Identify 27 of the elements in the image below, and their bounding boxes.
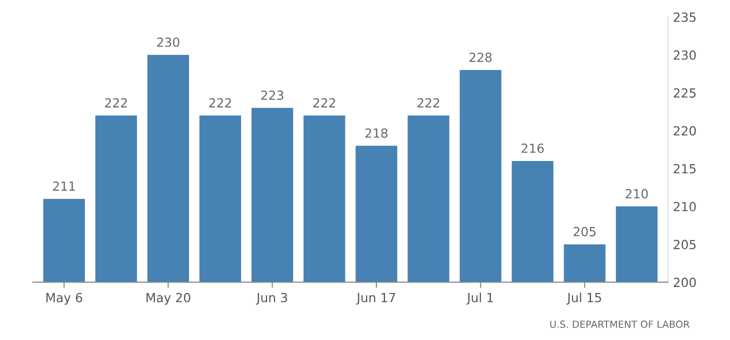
data-label: 222 [417, 98, 440, 108]
text: U.S. DEPARTMENT OF LABOR [550, 320, 690, 328]
data-label: 211 [53, 181, 75, 191]
data-label: 218 [365, 128, 388, 138]
data-label: 223 [261, 90, 284, 100]
data-label: 216 [522, 144, 544, 153]
x-tick-label: May 20 [146, 292, 190, 305]
data-label: 230 [157, 37, 180, 47]
data-label: 205 [574, 226, 596, 236]
y-tick-label: 215 [674, 164, 696, 174]
y-tick-label: 235 [674, 12, 696, 22]
y-tick-label: 210 [674, 202, 696, 212]
data-label: 222 [313, 98, 336, 108]
x-tick-label: May 6 [46, 292, 82, 305]
data-label: 222 [105, 98, 127, 108]
x-tick-label: Jun 3 [256, 292, 288, 305]
y-tick-label: 220 [674, 126, 696, 136]
x-tick-label: Jun 17 [356, 293, 396, 305]
y-tick-label: 230 [674, 50, 696, 60]
data-label: 222 [209, 98, 231, 108]
data-label: 228 [470, 52, 492, 62]
data-label: 210 [626, 188, 648, 198]
y-tick-label: 225 [674, 88, 696, 98]
y-tick-label: 200 [674, 278, 696, 288]
x-tick-label: Jul 1 [466, 292, 493, 305]
y-tick-label: 205 [674, 240, 696, 250]
x-tick-label: Jul 15 [566, 292, 602, 305]
